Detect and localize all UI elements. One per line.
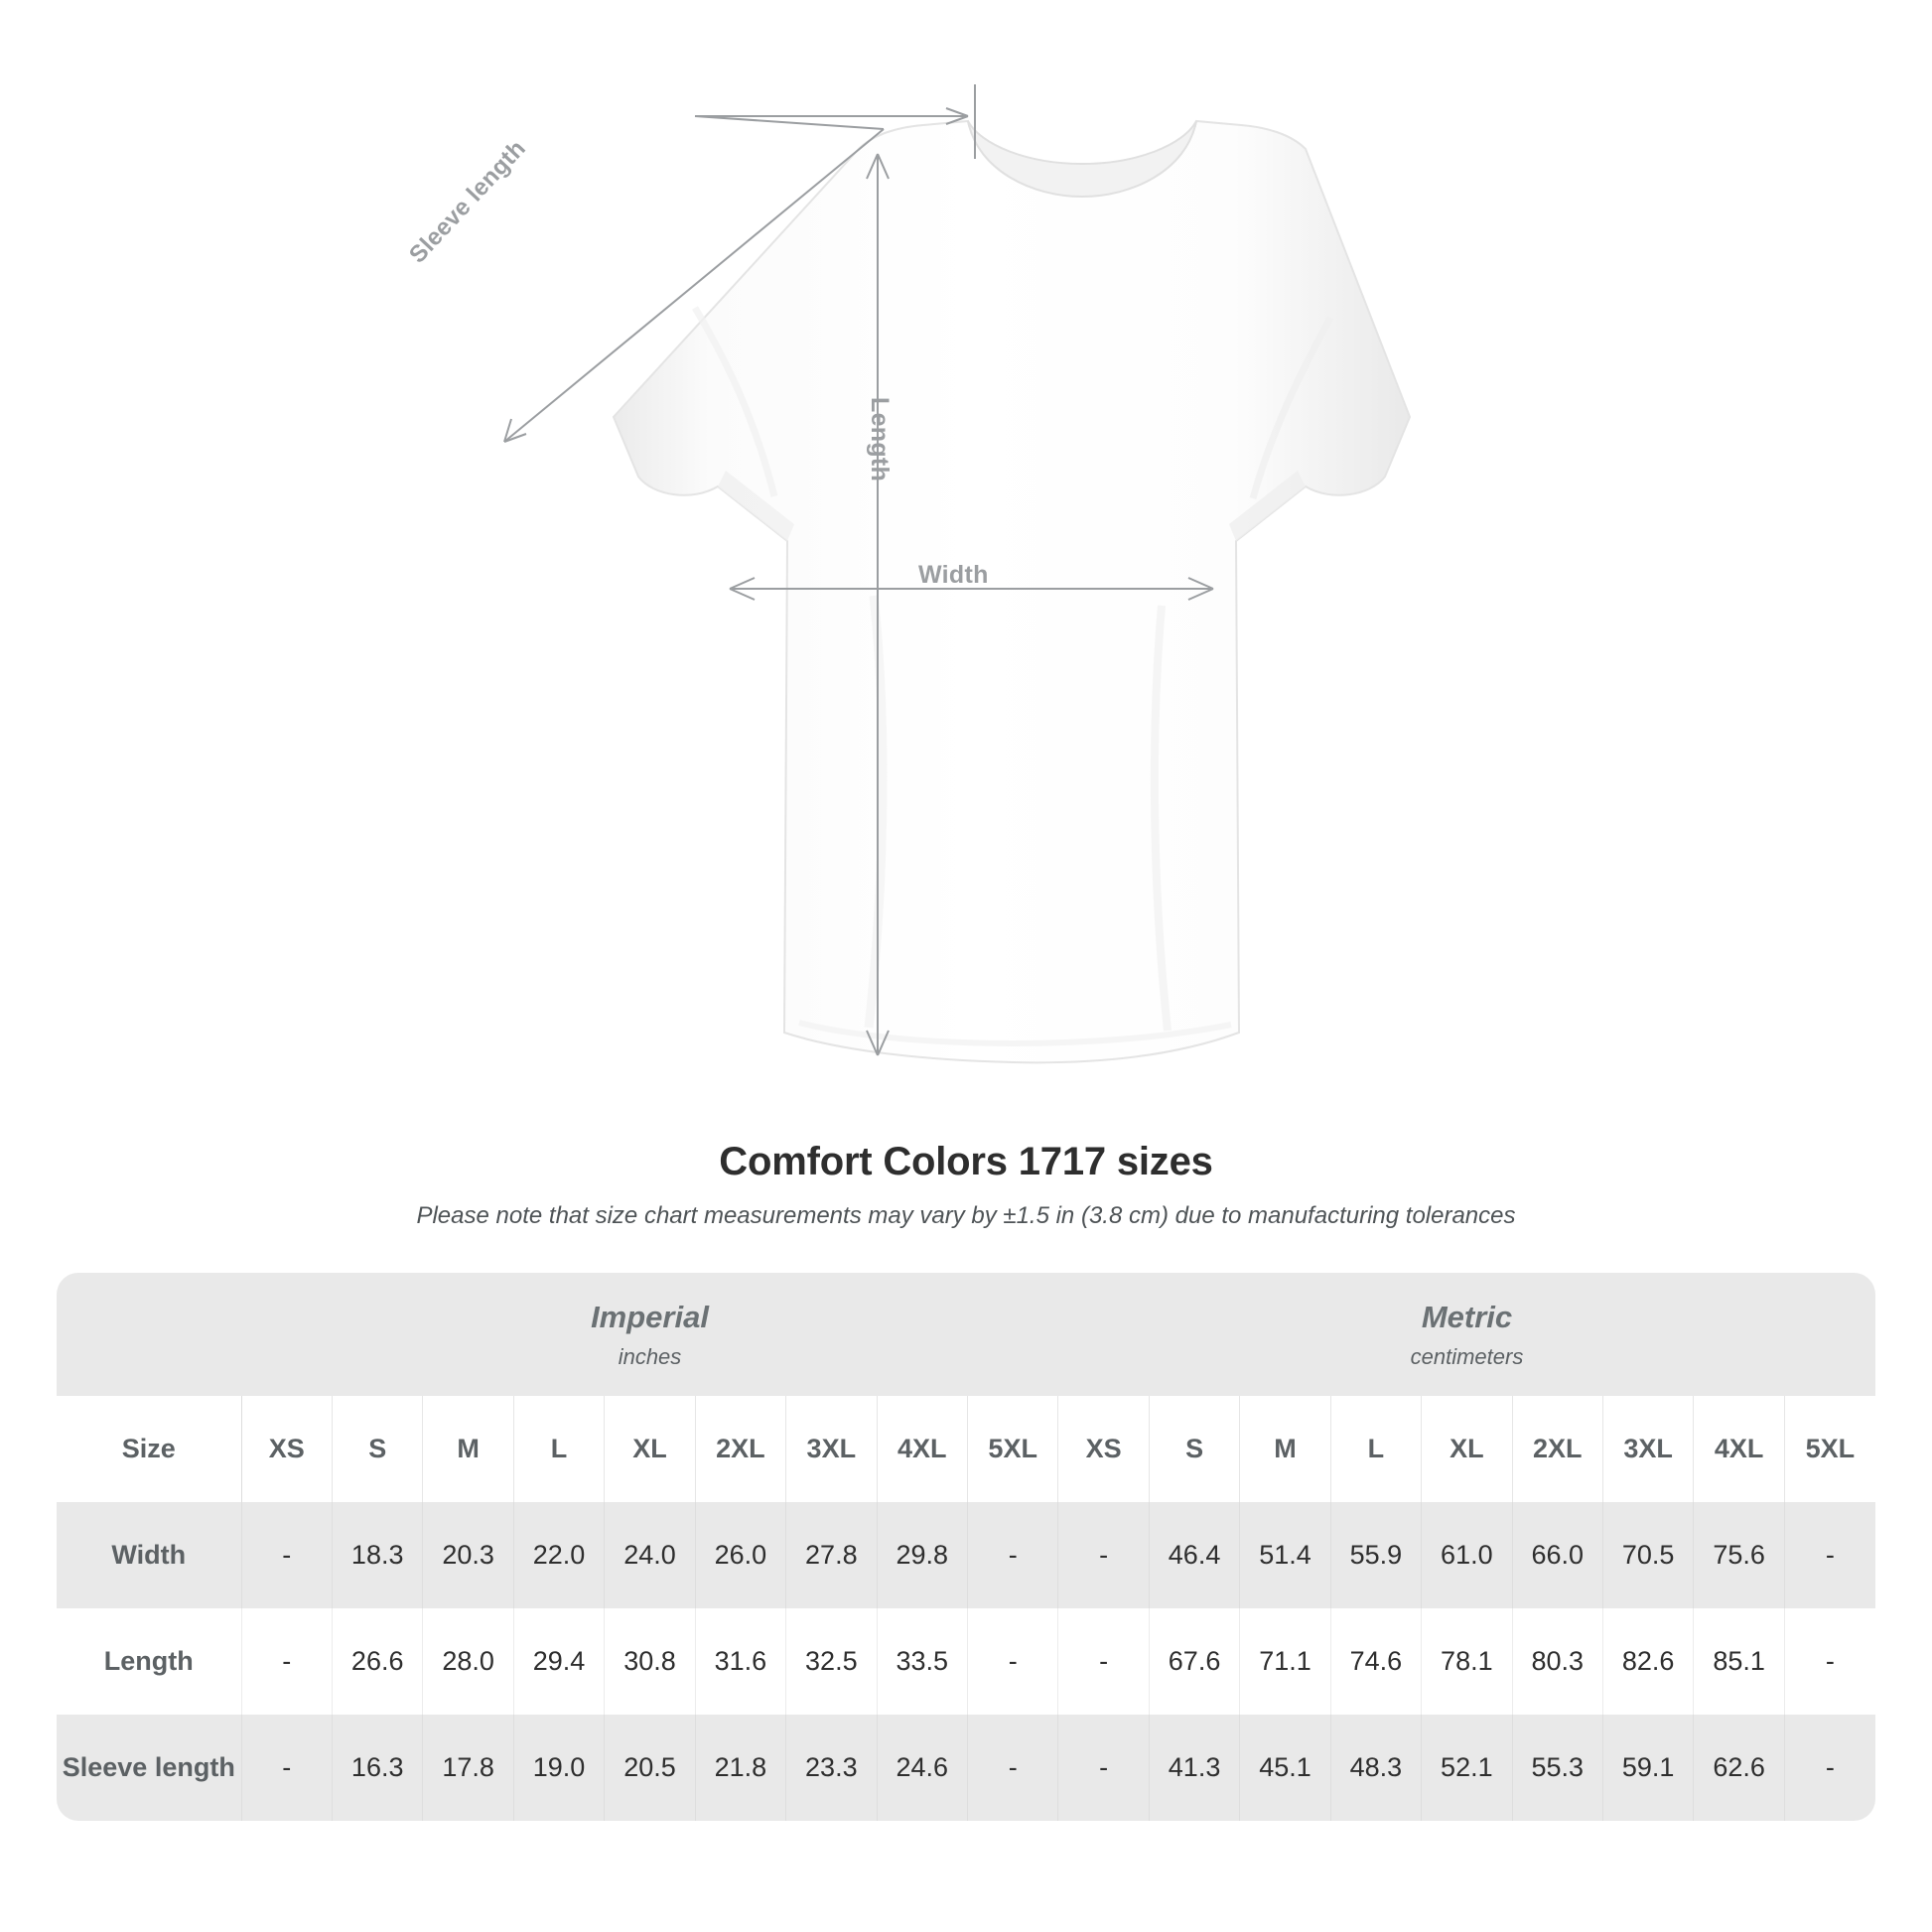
data-cell: 31.6 — [695, 1608, 787, 1715]
tolerance-note: Please note that size chart measurements… — [416, 1202, 1516, 1229]
size-header-cell: 3XL — [1602, 1396, 1695, 1502]
data-cell: - — [1784, 1715, 1875, 1821]
data-cell: 27.8 — [785, 1502, 878, 1608]
width-dimension-label: Width — [918, 561, 989, 589]
data-cell: 75.6 — [1693, 1502, 1785, 1608]
data-cell: 71.1 — [1239, 1608, 1331, 1715]
data-cell: 46.4 — [1149, 1502, 1241, 1608]
data-cell: 28.0 — [422, 1608, 514, 1715]
size-table-container: Imperial inches Metric centimeters Size … — [57, 1273, 1875, 1821]
size-header-cell: L — [513, 1396, 606, 1502]
data-cell: 61.0 — [1421, 1502, 1513, 1608]
data-cell: - — [1057, 1502, 1150, 1608]
size-table: Imperial inches Metric centimeters Size … — [57, 1273, 1875, 1821]
data-cell: 32.5 — [785, 1608, 878, 1715]
page-title: Comfort Colors 1717 sizes — [719, 1140, 1213, 1183]
row-label-width: Width — [57, 1502, 242, 1608]
size-header-cell: 2XL — [1512, 1396, 1603, 1502]
data-cell: 51.4 — [1239, 1502, 1331, 1608]
row-label-length: Length — [57, 1608, 242, 1715]
unit-sub-imperial: inches — [618, 1343, 682, 1369]
data-cell: 29.8 — [877, 1502, 968, 1608]
data-cell: - — [1057, 1715, 1150, 1821]
data-cell: 66.0 — [1512, 1502, 1603, 1608]
data-cell: - — [1784, 1608, 1875, 1715]
tshirt-diagram: Sleeve length Length Width — [404, 84, 1412, 1064]
size-header-cell: 4XL — [877, 1396, 968, 1502]
data-cell: 30.8 — [604, 1608, 696, 1715]
data-cell: 82.6 — [1602, 1608, 1695, 1715]
size-header-cell: 4XL — [1693, 1396, 1785, 1502]
length-dimension-label: Length — [866, 397, 894, 483]
data-cell: - — [1057, 1608, 1150, 1715]
data-cell: 16.3 — [332, 1715, 424, 1821]
size-header-cell: XL — [1421, 1396, 1513, 1502]
size-header-row: Size XS S M L XL 2XL 3XL 4XL 5XL XS S M … — [57, 1396, 1875, 1502]
size-header-cell: S — [1149, 1396, 1241, 1502]
data-cell: 18.3 — [332, 1502, 424, 1608]
data-cell: 20.3 — [422, 1502, 514, 1608]
size-header-cell: XS — [241, 1396, 334, 1502]
unit-name-imperial: Imperial — [591, 1299, 709, 1334]
data-cell: 74.6 — [1330, 1608, 1423, 1715]
data-cell: 52.1 — [1421, 1715, 1513, 1821]
size-header-cell: XS — [1057, 1396, 1150, 1502]
unit-header-metric: Metric centimeters — [1057, 1273, 1875, 1396]
data-cell: 17.8 — [422, 1715, 514, 1821]
table-row: Length - 26.6 28.0 29.4 30.8 31.6 32.5 3… — [57, 1608, 1875, 1715]
data-cell: 33.5 — [877, 1608, 968, 1715]
size-header-cell: XL — [604, 1396, 696, 1502]
data-cell: 20.5 — [604, 1715, 696, 1821]
data-cell: 78.1 — [1421, 1608, 1513, 1715]
data-cell: 70.5 — [1602, 1502, 1695, 1608]
data-cell: 19.0 — [513, 1715, 606, 1821]
data-cell: 26.0 — [695, 1502, 787, 1608]
unit-header-spacer — [57, 1273, 242, 1396]
size-header-label: Size — [57, 1396, 242, 1502]
data-cell: 62.6 — [1693, 1715, 1785, 1821]
data-cell: - — [241, 1715, 334, 1821]
unit-name-metric: Metric — [1421, 1299, 1513, 1334]
size-header-cell: 2XL — [695, 1396, 787, 1502]
table-row: Width - 18.3 20.3 22.0 24.0 26.0 27.8 29… — [57, 1502, 1875, 1608]
measure-lines — [503, 84, 1214, 1056]
data-cell: 29.4 — [513, 1608, 606, 1715]
data-cell: 59.1 — [1602, 1715, 1695, 1821]
data-cell: 85.1 — [1693, 1608, 1785, 1715]
unit-sub-metric: centimeters — [1410, 1343, 1524, 1369]
data-cell: 45.1 — [1239, 1715, 1331, 1821]
unit-header-row: Imperial inches Metric centimeters — [57, 1273, 1875, 1396]
tshirt-shape — [612, 119, 1412, 1064]
size-header-cell: M — [422, 1396, 514, 1502]
heading-block: Comfort Colors 1717 sizes Please note th… — [0, 1140, 1932, 1230]
size-header-cell: M — [1239, 1396, 1331, 1502]
size-header-cell: L — [1330, 1396, 1423, 1502]
data-cell: 24.0 — [604, 1502, 696, 1608]
data-cell: 55.3 — [1512, 1715, 1603, 1821]
size-header-cell: 3XL — [785, 1396, 878, 1502]
size-header-cell: S — [332, 1396, 424, 1502]
data-cell: - — [967, 1608, 1059, 1715]
size-header-cell: 5XL — [967, 1396, 1059, 1502]
data-cell: 22.0 — [513, 1502, 606, 1608]
row-label-sleeve-length: Sleeve length — [57, 1715, 242, 1821]
data-cell: - — [967, 1502, 1059, 1608]
data-cell: - — [241, 1608, 334, 1715]
data-cell: - — [967, 1715, 1059, 1821]
data-cell: 24.6 — [877, 1715, 968, 1821]
table-row: Sleeve length - 16.3 17.8 19.0 20.5 21.8… — [57, 1715, 1875, 1821]
data-cell: - — [1784, 1502, 1875, 1608]
data-cell: 23.3 — [785, 1715, 878, 1821]
data-cell: 21.8 — [695, 1715, 787, 1821]
data-cell: 67.6 — [1149, 1608, 1241, 1715]
data-cell: 41.3 — [1149, 1715, 1241, 1821]
size-header-cell: 5XL — [1784, 1396, 1875, 1502]
data-cell: 55.9 — [1330, 1502, 1423, 1608]
unit-header-imperial: Imperial inches — [241, 1273, 1058, 1396]
data-cell: - — [241, 1502, 334, 1608]
data-cell: 26.6 — [332, 1608, 424, 1715]
data-cell: 48.3 — [1330, 1715, 1423, 1821]
data-cell: 80.3 — [1512, 1608, 1603, 1715]
